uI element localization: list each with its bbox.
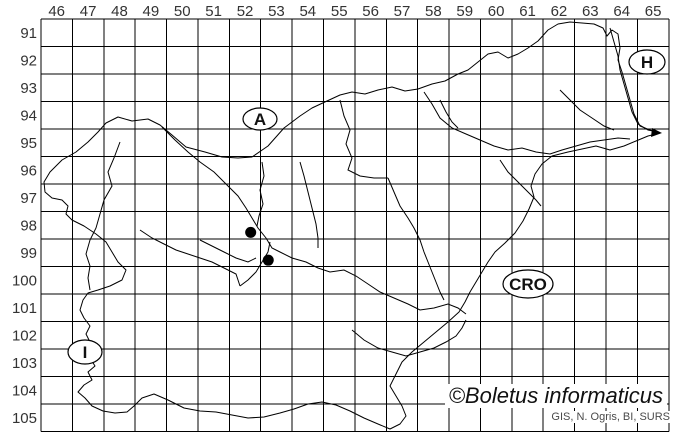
river-4 (609, 27, 659, 133)
record-dot-1 (245, 226, 257, 238)
row-label-98: 98 (20, 217, 37, 234)
row-label-102: 102 (12, 327, 37, 344)
col-label-55: 55 (331, 3, 348, 20)
col-label-57: 57 (394, 3, 411, 20)
river-13 (559, 89, 615, 131)
river-1 (85, 141, 121, 291)
grid-lines (40, 18, 670, 432)
col-label-52: 52 (237, 3, 254, 20)
col-label-53: 53 (268, 3, 285, 20)
col-label-51: 51 (205, 3, 222, 20)
slovenia-map-outline (43, 21, 662, 430)
river-11 (139, 229, 241, 287)
country-label-I: I (83, 343, 88, 362)
country-label-A: A (254, 110, 266, 129)
copyright-text: ©Boletus informaticus (444, 383, 667, 409)
river-10 (256, 161, 265, 227)
col-label-56: 56 (362, 3, 379, 20)
record-dot-2 (262, 254, 274, 266)
col-label-62: 62 (551, 3, 568, 20)
source-credit-text: GIS, N. Ogris, BI, SURS (548, 411, 673, 423)
col-label-59: 59 (456, 3, 473, 20)
country-label-CRO: CRO (509, 275, 547, 294)
country-ellipse-A (242, 107, 278, 131)
river-5 (339, 99, 388, 179)
country-ellipse-H (628, 49, 666, 75)
river-7 (351, 319, 467, 357)
row-label-105: 105 (12, 410, 37, 427)
row-label-96: 96 (20, 162, 37, 179)
river-6 (387, 177, 445, 301)
col-label-61: 61 (519, 3, 536, 20)
row-label-94: 94 (20, 107, 37, 124)
country-ellipse-CRO (502, 269, 554, 299)
river-3 (423, 91, 631, 155)
col-label-46: 46 (48, 3, 65, 20)
row-label-100: 100 (12, 272, 37, 289)
record-dots (245, 226, 274, 266)
column-labels: 46 47 48 49 50 51 52 53 54 55 56 57 58 59 60 61 62 63 64 65 (48, 3, 661, 20)
river-15 (439, 99, 459, 129)
col-label-54: 54 (299, 3, 316, 20)
row-label-92: 92 (20, 52, 37, 69)
country-labels: A H CRO I (67, 49, 666, 365)
river-12 (499, 159, 542, 207)
row-label-97: 97 (20, 190, 37, 207)
col-label-48: 48 (111, 3, 128, 20)
col-label-50: 50 (174, 3, 191, 20)
row-label-104: 104 (12, 382, 37, 399)
rivers (85, 27, 659, 357)
row-label-91: 91 (20, 25, 37, 42)
row-label-101: 101 (12, 300, 37, 317)
col-label-63: 63 (582, 3, 599, 20)
river-8 (239, 241, 271, 287)
col-label-49: 49 (143, 3, 160, 20)
col-label-47: 47 (80, 3, 97, 20)
river-9 (299, 161, 319, 248)
col-label-64: 64 (613, 3, 630, 20)
col-label-60: 60 (488, 3, 505, 20)
river-14 (199, 239, 257, 263)
col-label-58: 58 (425, 3, 442, 20)
river-2 (161, 126, 467, 315)
country-label-H: H (641, 53, 653, 72)
country-ellipse-I (67, 339, 103, 365)
mura-river-tip (651, 128, 662, 137)
row-label-99: 99 (20, 245, 37, 262)
row-label-103: 103 (12, 355, 37, 372)
row-label-95: 95 (20, 135, 37, 152)
row-labels: 91 92 93 94 95 96 97 98 99 100 101 102 103 104 105 (12, 25, 37, 427)
col-label-65: 65 (645, 3, 662, 20)
country-border (43, 21, 661, 430)
row-label-93: 93 (20, 80, 37, 97)
